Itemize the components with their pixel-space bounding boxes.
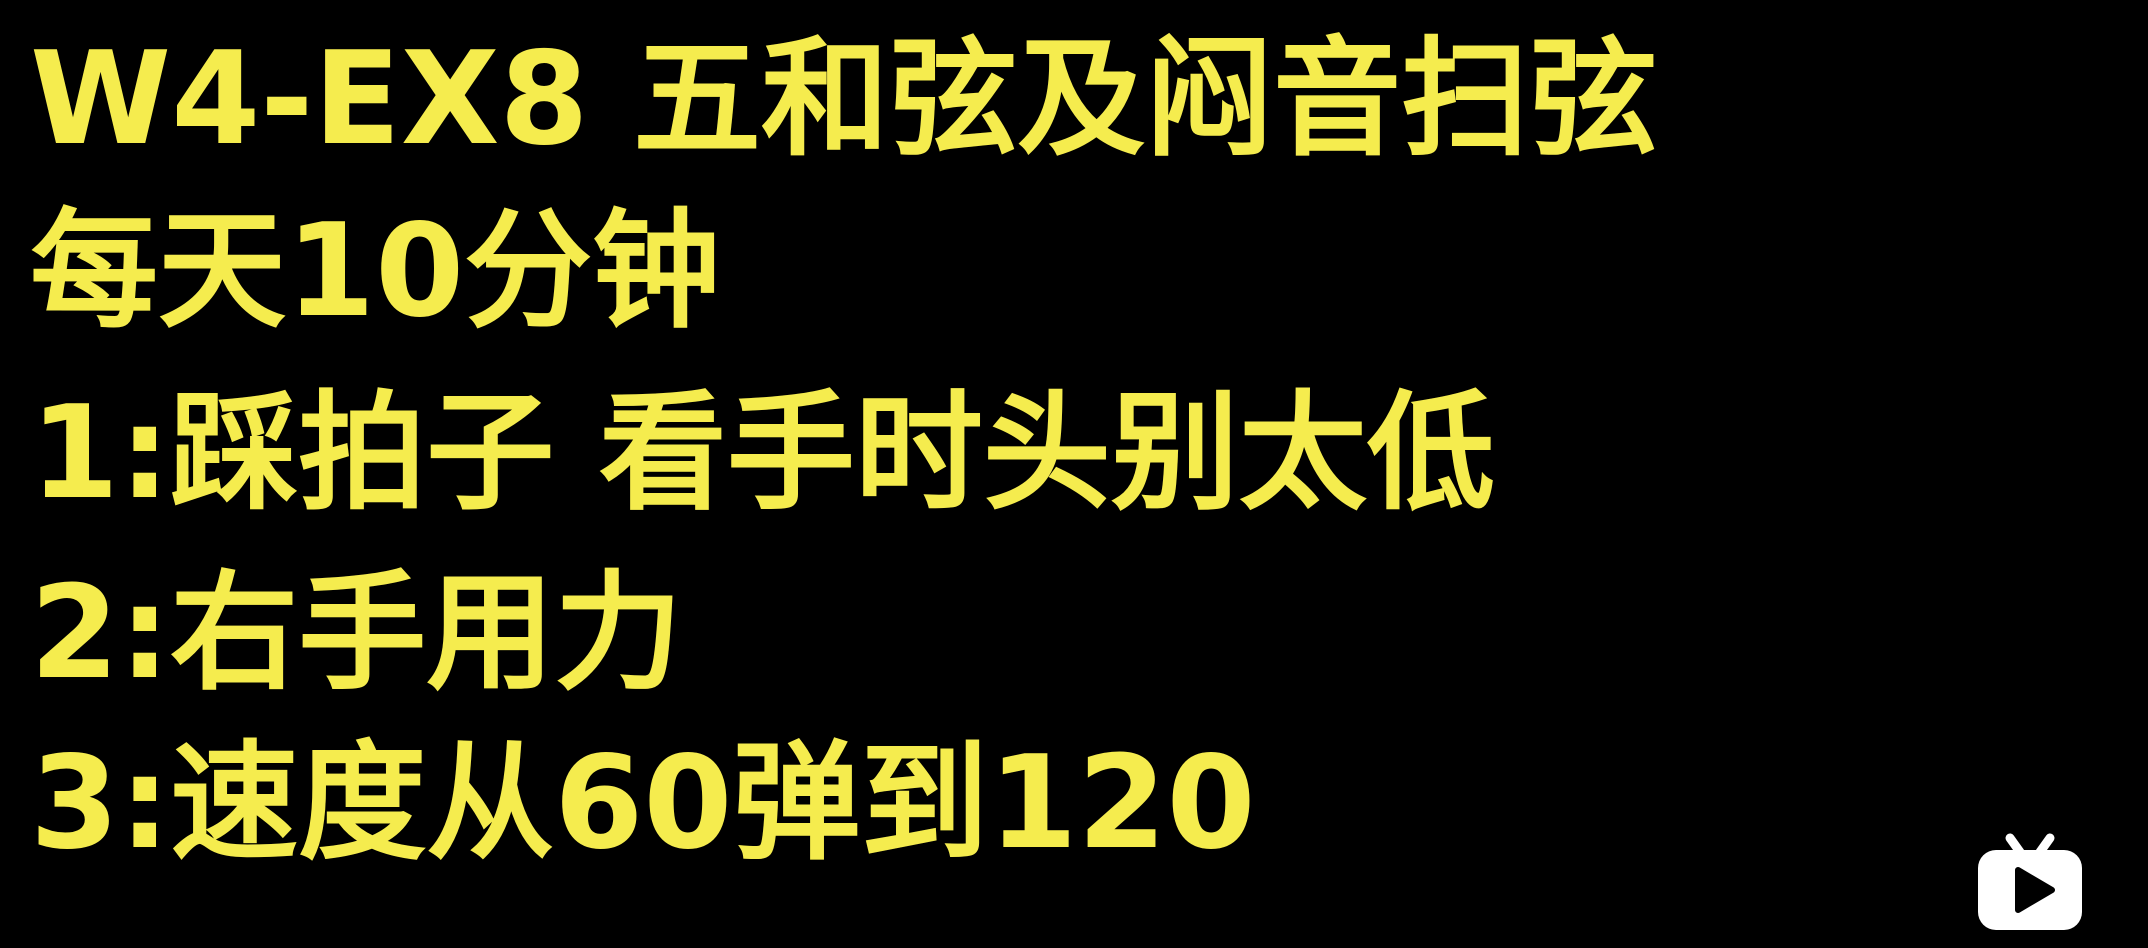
tip-line-3: 3:速度从60弹到120: [30, 729, 1256, 878]
practice-duration-line: 每天10分钟: [30, 197, 721, 346]
title-line: W4-EX8 五和弦及闷音扫弦: [30, 25, 1658, 174]
tip-line-1: 1:踩拍子 看手时头别太低: [30, 379, 1495, 528]
bilibili-tv-logo-icon: [1972, 826, 2088, 936]
tip-line-2: 2:右手用力: [30, 559, 683, 708]
